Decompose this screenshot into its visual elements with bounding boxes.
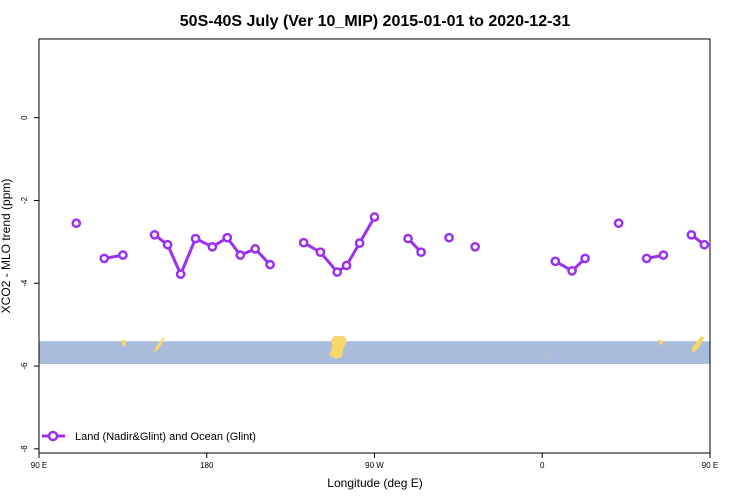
data-point — [250, 244, 261, 254]
y-tick-label: -2 — [20, 196, 29, 204]
x-tick-label: 90 E — [702, 461, 718, 470]
x-axis-label: Longitude (deg E) — [327, 476, 422, 490]
y-tick-label: -4 — [20, 279, 29, 287]
data-point — [567, 265, 577, 276]
x-tick-label: 90 W — [365, 461, 384, 470]
land-patch — [691, 336, 704, 352]
data-point — [99, 253, 110, 264]
data-point — [190, 233, 201, 244]
ocean-band — [39, 336, 710, 364]
y-tick-label: -6 — [20, 362, 29, 370]
y-tick-label: -8 — [20, 445, 29, 453]
data-point — [175, 269, 186, 280]
data-point — [444, 232, 454, 243]
data-point — [354, 238, 365, 248]
data-point — [613, 218, 624, 229]
land-patch — [121, 340, 126, 347]
y-tick-label: 0 — [20, 115, 29, 120]
data-point — [658, 250, 669, 260]
ocean-band-rect — [39, 341, 710, 364]
data-point — [470, 241, 480, 252]
data-point — [641, 253, 652, 264]
data-point — [699, 239, 710, 250]
chart-title: 50S-40S July (Ver 10_MIP) 2015-01-01 to … — [180, 13, 571, 30]
x-tick-label: 90 E — [31, 461, 47, 470]
x-tick-label: 180 — [200, 461, 214, 470]
data-point — [332, 267, 343, 277]
data-point — [369, 212, 380, 222]
data-point — [403, 233, 413, 244]
legend-entry-label: Land (Nadir&Glint) and Ocean (Glint) — [75, 431, 256, 443]
data-point — [162, 239, 173, 250]
data-point — [118, 250, 128, 260]
data-point — [265, 259, 275, 270]
land-patch — [154, 336, 165, 352]
series-line — [153, 233, 272, 276]
data-point — [207, 241, 218, 252]
data-point — [222, 232, 233, 243]
land-patch — [658, 340, 663, 345]
data-point — [550, 256, 561, 267]
data-point — [235, 250, 246, 260]
data-point — [298, 237, 309, 248]
data-point — [71, 218, 82, 229]
land-patch — [329, 336, 347, 359]
data-point — [580, 253, 590, 264]
data-point — [315, 247, 326, 258]
legend-marker-swatch — [47, 430, 59, 442]
data-point — [416, 247, 426, 258]
plot-frame — [38, 38, 711, 454]
data-point — [149, 229, 160, 240]
series-layer — [71, 212, 710, 280]
data-point — [341, 260, 352, 271]
land-patch — [545, 356, 547, 358]
data-point — [686, 229, 697, 240]
x-tick-label: 0 — [540, 461, 545, 470]
y-axis-label: XCO2 - MLO trend (ppm) — [0, 179, 13, 314]
legend: Land (Nadir&Glint) and Ocean (Glint) — [42, 430, 256, 443]
axes: 90 E 180 90 W 0 90 E 0 -2 -4 -6 -8 — [20, 115, 718, 470]
